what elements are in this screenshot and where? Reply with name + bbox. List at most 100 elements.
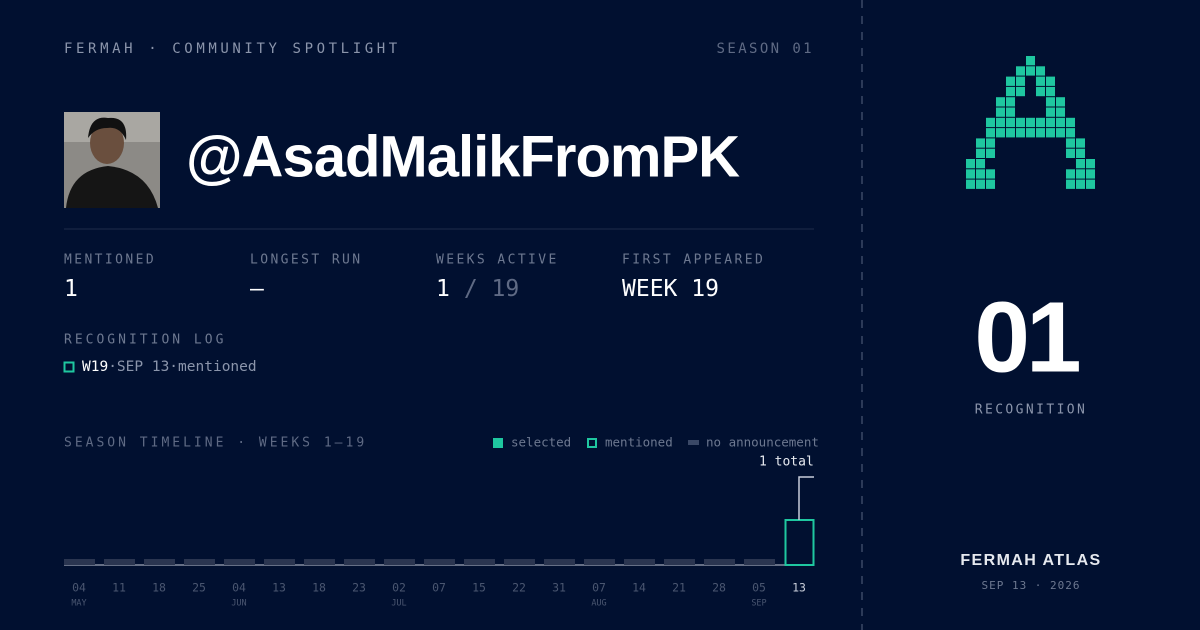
- logo-pixel: [1016, 86, 1025, 97]
- logo-pixel: [1066, 128, 1075, 138]
- logo-pixel: [1006, 128, 1015, 138]
- week-month: JUN: [231, 599, 246, 609]
- week-day: 04: [72, 581, 86, 595]
- week-day: 28: [712, 581, 726, 595]
- logo-pixel: [986, 179, 995, 189]
- logo-pixel: [1036, 117, 1045, 128]
- logo-pixel: [996, 107, 1005, 117]
- logo-pixel: [1036, 66, 1045, 76]
- week-none: [224, 559, 255, 565]
- week-day: 04: [232, 581, 246, 595]
- logo-pixel: [986, 117, 995, 128]
- logo-pixel: [1016, 117, 1025, 128]
- week-month: AUG: [591, 599, 606, 609]
- avatar: [64, 112, 160, 208]
- logo-pixel: [966, 159, 975, 169]
- logo-pixel: [1006, 76, 1015, 86]
- week-day: 22: [512, 581, 526, 595]
- week-none: [744, 559, 775, 565]
- week-month: JUL: [391, 599, 406, 609]
- log-entry: W19·SEP 13·mentioned: [82, 359, 257, 375]
- logo-pixel: [1056, 107, 1065, 117]
- week-none: [304, 559, 335, 565]
- logo-pixel: [976, 138, 985, 148]
- week-day: 11: [112, 581, 126, 595]
- log-title: RECOGNITION LOG: [64, 333, 226, 348]
- week-none: [384, 559, 415, 565]
- week-none: [664, 559, 695, 565]
- logo-pixel: [1036, 86, 1045, 97]
- logo-pixel: [1066, 179, 1075, 189]
- logo-pixel: [1016, 66, 1025, 76]
- week-none: [264, 559, 295, 565]
- logo-pixel: [1016, 76, 1025, 86]
- stat-label: LONGEST RUN: [250, 253, 363, 268]
- logo-pixel: [1036, 76, 1045, 86]
- legend-swatch: [688, 440, 699, 445]
- logo-pixel: [1076, 148, 1085, 158]
- stat-value: WEEK 19: [622, 276, 719, 302]
- logo-pixel: [1086, 169, 1095, 179]
- logo-pixel: [1066, 138, 1075, 148]
- log-week: W19: [82, 359, 108, 375]
- week-month: MAY: [71, 599, 86, 609]
- logo-pixel: [1046, 128, 1055, 138]
- legend-swatch: [587, 438, 597, 448]
- logo-pixel: [976, 148, 985, 158]
- week-none: [624, 559, 655, 565]
- logo-pixel: [986, 169, 995, 179]
- week-day: 14: [632, 581, 646, 595]
- recognition-label: RECOGNITION: [975, 403, 1088, 418]
- logo-pixel: [1006, 117, 1015, 128]
- logo: [966, 56, 1095, 189]
- logo-pixel: [1046, 86, 1055, 97]
- log-date: ·SEP 13·: [108, 359, 178, 375]
- week-day: 05: [752, 581, 766, 595]
- week-day: 07: [432, 581, 446, 595]
- total-label: 1 total: [759, 455, 814, 470]
- week-day: 13: [792, 581, 806, 595]
- logo-pixel: [1046, 117, 1055, 128]
- logo-pixel: [986, 128, 995, 138]
- week-day: 21: [672, 581, 686, 595]
- stat-label: WEEKS ACTIVE: [436, 253, 559, 268]
- total-bracket: [798, 476, 814, 520]
- logo-pixel: [1026, 128, 1035, 138]
- logo-pixel: [996, 97, 1005, 107]
- footer-date: SEP 13 · 2026: [981, 579, 1080, 592]
- log-marker: [63, 361, 75, 373]
- logo-pixel: [976, 159, 985, 169]
- stat-value: 1 / 19: [436, 276, 519, 302]
- stat-value-main: 1: [64, 276, 78, 302]
- log-status: mentioned: [178, 359, 257, 375]
- logo-pixel: [1086, 159, 1095, 169]
- logo-pixel: [1056, 97, 1065, 107]
- week-none: [184, 559, 215, 565]
- stat-value-main: 1: [436, 276, 450, 302]
- logo-pixel: [976, 169, 985, 179]
- week-day: 15: [472, 581, 486, 595]
- stat-value-main: —: [250, 276, 264, 302]
- season: SEASON 01: [717, 41, 814, 57]
- week-none: [704, 559, 735, 565]
- legend-label: selected: [511, 435, 571, 450]
- week-day: 02: [392, 581, 406, 595]
- logo-pixel: [1046, 97, 1055, 107]
- logo-pixel: [1006, 107, 1015, 117]
- week-day: 25: [192, 581, 206, 595]
- legend-label: no announcement: [706, 435, 819, 450]
- stat-label: MENTIONED: [64, 253, 156, 268]
- recognition-count: 01: [974, 281, 1079, 393]
- week-none: [344, 559, 375, 565]
- logo-pixel: [1076, 159, 1085, 169]
- week-month: SEP: [751, 599, 766, 609]
- logo-pixel: [1056, 128, 1065, 138]
- logo-pixel: [996, 128, 1005, 138]
- week-none: [144, 559, 175, 565]
- logo-pixel: [1066, 169, 1075, 179]
- legend-swatch: [493, 438, 503, 448]
- stat-value-suffix: / 19: [464, 276, 519, 302]
- week-none: [424, 559, 455, 565]
- logo-pixel: [1086, 179, 1095, 189]
- logo-pixel: [996, 117, 1005, 128]
